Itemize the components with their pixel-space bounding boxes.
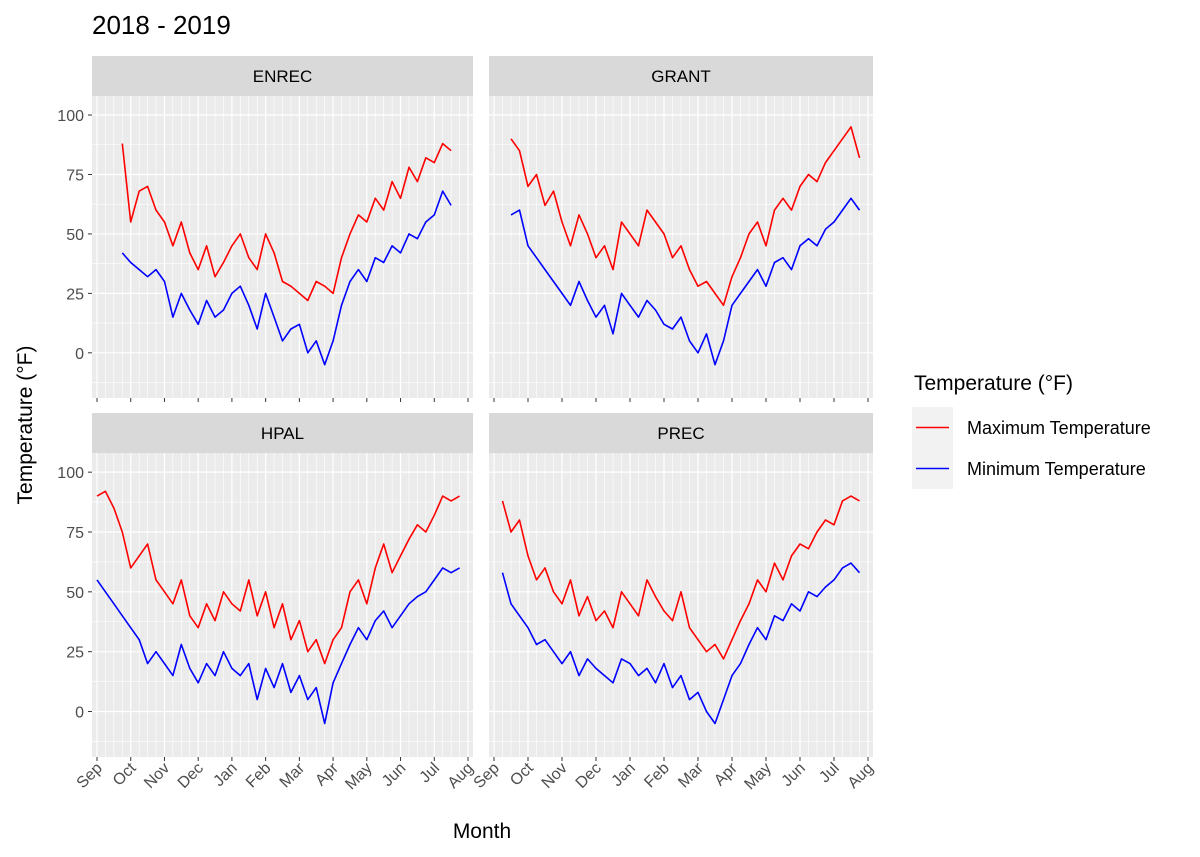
y-tick-label: 25	[66, 286, 84, 303]
y-tick-label: 25	[66, 645, 84, 662]
strip-background	[92, 56, 473, 96]
chart-title: 2018 - 2019	[92, 10, 231, 40]
series-line	[121, 142, 452, 302]
y-tick-label: 0	[75, 705, 84, 722]
legend: Temperature (°F) Maximum Temperature Mini…	[912, 372, 1151, 489]
strip-label: PREC	[657, 424, 704, 443]
legend-title: Temperature (°F)	[914, 372, 1073, 395]
strip-background	[489, 56, 873, 96]
series-line	[96, 490, 460, 665]
y-tick-label: 50	[66, 585, 84, 602]
strip-background	[489, 413, 873, 453]
legend-label: Minimum Temperature	[967, 459, 1146, 479]
series-line	[510, 197, 861, 366]
strip-label: ENREC	[253, 67, 313, 86]
series-line	[510, 126, 861, 307]
y-tick-label: 100	[57, 108, 84, 125]
y-tick-label: 75	[66, 525, 84, 542]
series-line	[501, 495, 860, 660]
series-line	[96, 567, 460, 725]
strip-background	[92, 413, 473, 453]
series-line	[501, 562, 861, 725]
strip-label: HPAL	[261, 424, 304, 443]
legend-label: Maximum Temperature	[967, 418, 1151, 438]
y-tick-label: 75	[66, 167, 84, 184]
x-axis-label: Month	[453, 820, 511, 843]
strip-label: GRANT	[651, 67, 711, 86]
y-tick-label: 100	[57, 465, 84, 482]
y-axis-label: Temperature (°F)	[14, 346, 37, 505]
y-tick-label: 0	[75, 346, 84, 363]
y-tick-label: 50	[66, 227, 84, 244]
series-line	[121, 190, 452, 366]
